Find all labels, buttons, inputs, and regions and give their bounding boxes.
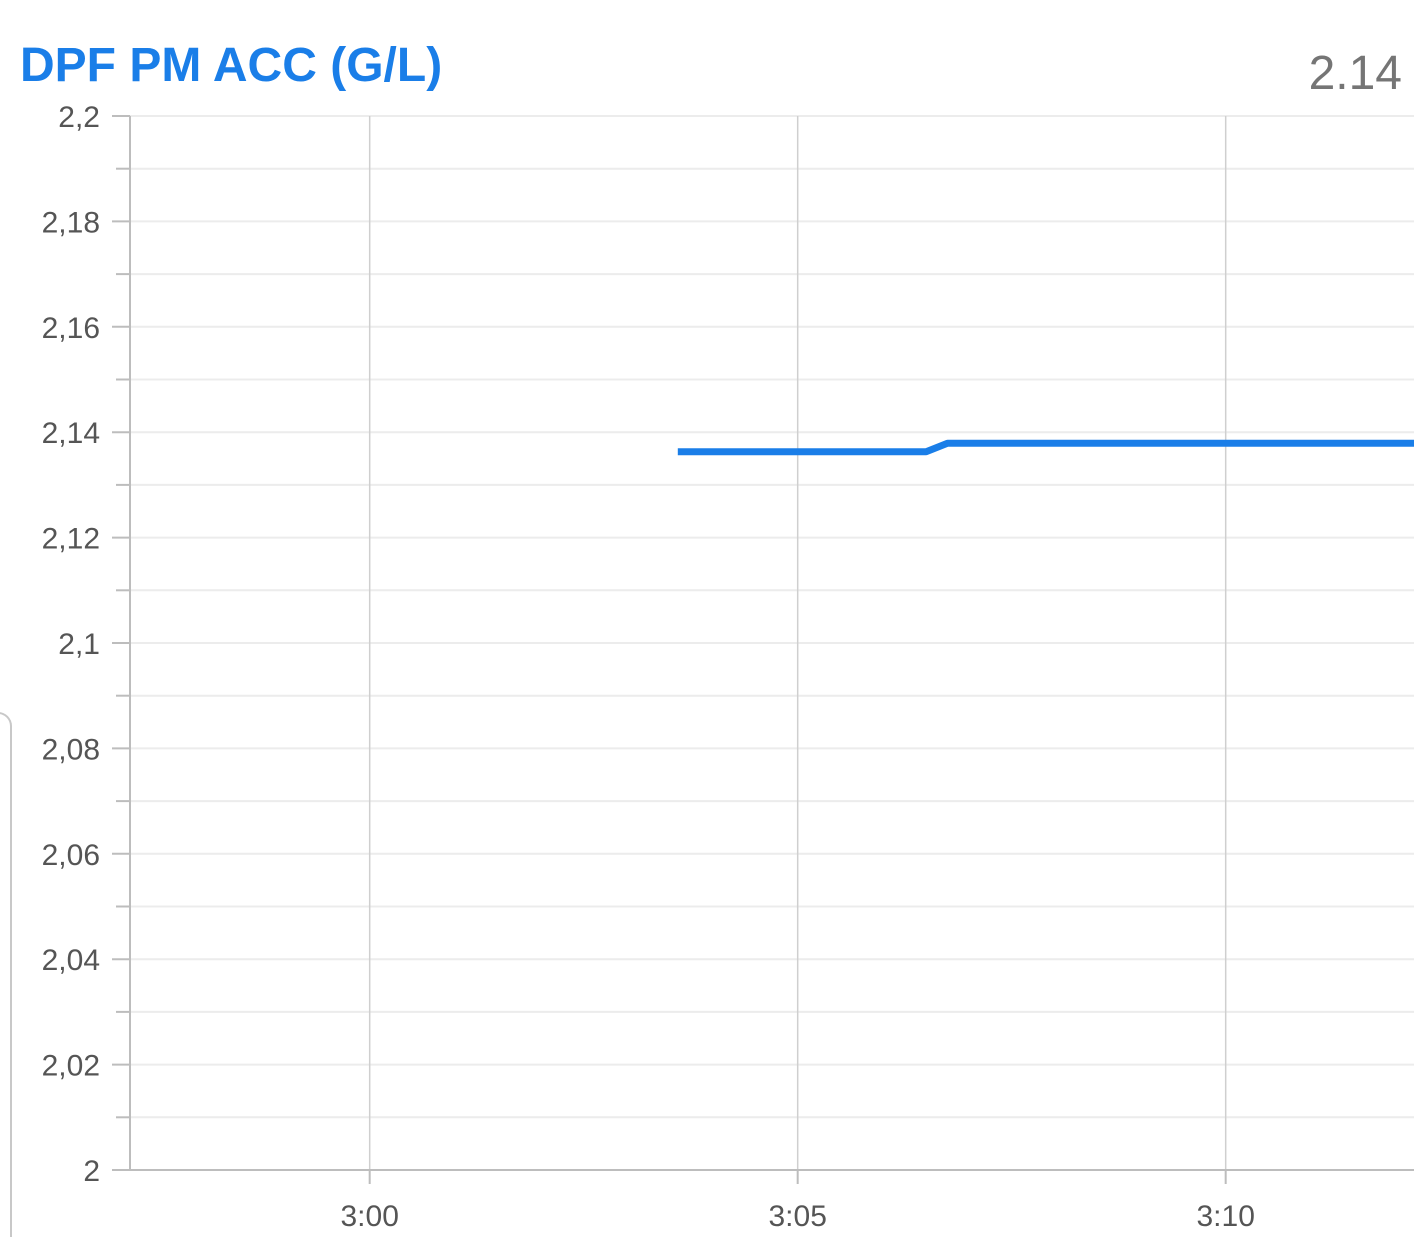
axis-layer — [112, 115, 1414, 1184]
y-tick-label: 2,18 — [42, 206, 100, 239]
series-line-0 — [677, 439, 1414, 456]
x-tick-label: 3:05 — [768, 1200, 826, 1233]
series-layer — [677, 439, 1414, 456]
y-tick-label: 2,08 — [42, 733, 100, 766]
grid-layer — [130, 115, 1414, 1171]
y-tick-label: 2,16 — [42, 312, 100, 345]
y-tick-label: 2,06 — [42, 839, 100, 872]
y-tick-label: 2,1 — [58, 628, 100, 661]
y-tick-label: 2,02 — [42, 1050, 100, 1083]
y-tick-label: 2,04 — [42, 944, 100, 977]
label-layer: 2,2 2,18 2,16 2,14 2,12 2,1 2,08 2,06 2,04 2,02 2 3… — [42, 101, 1255, 1233]
x-tick-label: 3:10 — [1196, 1200, 1254, 1233]
y-tick-label: 2,2 — [58, 101, 100, 134]
x-tick-label: 3:00 — [340, 1200, 398, 1233]
chart-title: DPF PM ACC (G/L) — [20, 39, 443, 92]
current-value-readout: 2.14 — [1308, 47, 1402, 100]
y-tick-label: 2,12 — [42, 523, 100, 556]
y-tick-label: 2 — [83, 1155, 100, 1188]
y-tick-label: 2,14 — [42, 417, 100, 450]
